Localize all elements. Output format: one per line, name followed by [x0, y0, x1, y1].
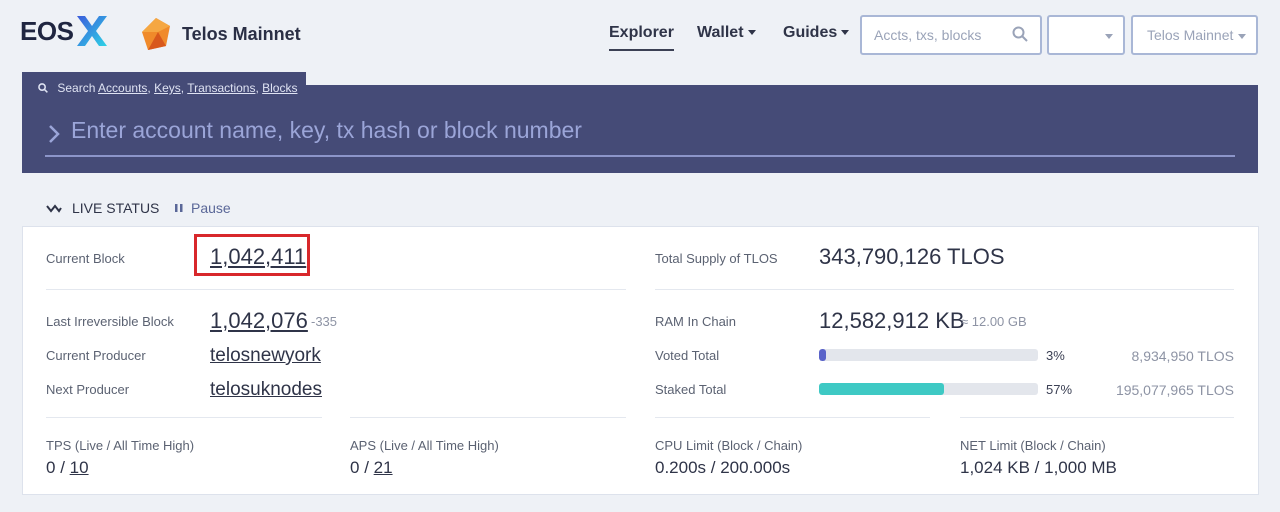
staked-percent: 57% [1046, 382, 1073, 397]
nav-explorer[interactable]: Explorer [609, 24, 674, 51]
language-select[interactable] [1047, 15, 1125, 55]
top-header: EOS Telos Mainnet Explorer Wallet Guides… [0, 0, 1280, 70]
net-limit-value: 1,024 KB / 1,000 MB [960, 458, 1117, 477]
live-status-title: LIVE STATUS [72, 200, 160, 216]
network-select-label: Telos Mainnet [1147, 27, 1234, 43]
current-producer-label: Current Producer [46, 348, 146, 363]
nav-explorer-label: Explorer [609, 24, 674, 41]
tps-live: 0 [46, 458, 56, 477]
pause-button[interactable]: Pause [174, 200, 231, 216]
cpu-limit-value: 0.200s / 200.000s [655, 458, 791, 477]
divider [655, 417, 930, 418]
voted-progress-fill [819, 349, 826, 361]
chevron-right-icon [49, 125, 60, 143]
staked-progress-bar [819, 383, 1038, 395]
divider [960, 417, 1234, 418]
chevron-down-icon [747, 30, 756, 36]
main-search-input[interactable]: Enter account name, key, tx hash or bloc… [45, 115, 1235, 157]
network-select[interactable]: Telos Mainnet [1131, 15, 1258, 55]
lib-diff: -335 [311, 314, 338, 329]
current-block-label: Current Block [46, 251, 125, 266]
divider [46, 417, 322, 418]
aps-value: 0 / 21 [350, 458, 393, 477]
search-link-accounts[interactable]: Accounts [98, 81, 148, 95]
staked-progress-fill [819, 383, 944, 395]
aps-high-link[interactable]: 21 [373, 458, 393, 477]
current-block-highlight [194, 234, 310, 276]
ram-approx: ≈ 12.00 GB [961, 314, 1027, 329]
chain-name: Telos Mainnet [182, 23, 301, 44]
voted-percent: 3% [1046, 348, 1065, 363]
stats-card [22, 226, 1259, 495]
chain-badge[interactable]: Telos Mainnet [138, 16, 301, 52]
search-link-blocks[interactable]: Blocks [262, 81, 298, 95]
total-supply-value: 343,790,126 TLOS [819, 244, 1005, 269]
search-tab: Search Accounts, Keys, Transactions, Blo… [22, 72, 306, 100]
nav-wallet-label: Wallet [697, 24, 744, 41]
header-search-placeholder: Accts, txs, blocks [874, 27, 982, 43]
aps-label: APS (Live / All Time High) [350, 438, 499, 453]
divider [655, 289, 1234, 290]
aps-live: 0 [350, 458, 360, 477]
search-link-keys[interactable]: Keys [154, 81, 181, 95]
divider [46, 289, 626, 290]
divider [350, 417, 626, 418]
search-link-transactions[interactable]: Transactions [187, 81, 256, 95]
chevron-down-icon [1238, 34, 1246, 39]
chevron-down-icon [1105, 34, 1113, 39]
staked-amount: 195,077,965 TLOS [1115, 382, 1234, 398]
voted-total-label: Voted Total [655, 348, 720, 363]
search-icon [38, 83, 48, 93]
ram-value: 12,582,912 KB [819, 308, 965, 333]
ram-label: RAM In Chain [655, 314, 736, 329]
total-supply-label: Total Supply of TLOS [655, 251, 778, 266]
live-status-heading: LIVE STATUS [46, 200, 159, 216]
current-block-link[interactable]: 1,042,411 [210, 244, 307, 269]
next-producer-label: Next Producer [46, 382, 130, 397]
logo-x-icon [77, 16, 108, 46]
tps-value: 0 / 10 [46, 458, 89, 477]
staked-total-label: Staked Total [655, 382, 727, 397]
header-search-input[interactable]: Accts, txs, blocks [860, 15, 1042, 55]
tps-label: TPS (Live / All Time High) [46, 438, 195, 453]
chevron-down-icon [841, 30, 850, 36]
nav-guides-label: Guides [783, 24, 838, 41]
next-producer-link[interactable]: telosuknodes [210, 379, 322, 400]
net-limit-label: NET Limit (Block / Chain) [960, 438, 1106, 453]
search-tab-prefix: Search [57, 81, 96, 95]
pause-label: Pause [191, 200, 231, 216]
eosx-logo[interactable]: EOS [20, 14, 109, 48]
lib-link[interactable]: 1,042,076 [210, 308, 308, 333]
pulse-icon [46, 204, 62, 213]
tps-high-link[interactable]: 10 [69, 458, 89, 477]
nav-wallet[interactable]: Wallet [697, 24, 756, 42]
cpu-limit-label: CPU Limit (Block / Chain) [655, 438, 803, 453]
pause-icon [175, 204, 183, 212]
nav-guides[interactable]: Guides [783, 24, 850, 42]
search-icon[interactable] [1012, 26, 1028, 42]
logo-text: EOS [20, 15, 74, 46]
main-search-placeholder: Enter account name, key, tx hash or bloc… [71, 117, 582, 143]
lib-label: Last Irreversible Block [46, 314, 174, 329]
voted-amount: 8,934,950 TLOS [1131, 348, 1234, 364]
telos-icon [142, 18, 170, 50]
voted-progress-bar [819, 349, 1038, 361]
current-producer-link[interactable]: telosnewyork [210, 345, 321, 366]
